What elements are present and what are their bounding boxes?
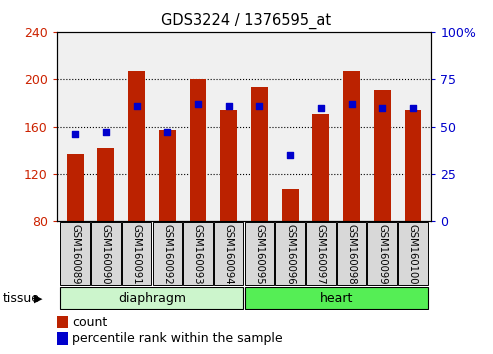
Text: GSM160100: GSM160100 bbox=[408, 224, 418, 284]
Bar bbox=[183, 222, 212, 285]
Text: GSM160097: GSM160097 bbox=[316, 224, 326, 285]
Bar bbox=[337, 222, 366, 285]
Bar bbox=[276, 222, 305, 285]
Text: GSM160094: GSM160094 bbox=[224, 224, 234, 284]
Point bbox=[317, 105, 325, 110]
Bar bbox=[67, 154, 84, 221]
Bar bbox=[159, 130, 176, 221]
Bar bbox=[122, 222, 151, 285]
Point bbox=[102, 130, 110, 135]
Text: percentile rank within the sample: percentile rank within the sample bbox=[72, 332, 283, 346]
Bar bbox=[98, 148, 114, 221]
Bar bbox=[367, 222, 397, 285]
Text: count: count bbox=[72, 315, 107, 329]
Text: GSM160098: GSM160098 bbox=[347, 224, 356, 284]
Bar bbox=[60, 222, 90, 285]
Point bbox=[133, 103, 141, 109]
Text: GSM160090: GSM160090 bbox=[101, 224, 111, 284]
Bar bbox=[282, 189, 299, 221]
Text: GSM160096: GSM160096 bbox=[285, 224, 295, 285]
Text: diaphragm: diaphragm bbox=[118, 292, 186, 305]
Text: GSM160091: GSM160091 bbox=[132, 224, 141, 285]
Text: tissue: tissue bbox=[2, 292, 39, 305]
Bar bbox=[398, 222, 428, 285]
Point bbox=[348, 101, 355, 107]
Bar bbox=[220, 110, 237, 221]
Bar bbox=[404, 110, 422, 221]
Bar bbox=[374, 90, 390, 221]
Bar bbox=[245, 222, 274, 285]
Point bbox=[194, 101, 202, 107]
Text: GSM160089: GSM160089 bbox=[70, 224, 80, 284]
Bar bbox=[57, 332, 68, 345]
Point bbox=[71, 131, 79, 137]
Text: GSM160093: GSM160093 bbox=[193, 224, 203, 284]
Text: GSM160095: GSM160095 bbox=[254, 224, 264, 285]
Bar bbox=[251, 87, 268, 221]
Bar bbox=[189, 79, 207, 221]
Bar bbox=[245, 287, 428, 309]
Text: heart: heart bbox=[319, 292, 353, 305]
Bar bbox=[214, 222, 244, 285]
Bar bbox=[306, 222, 336, 285]
Bar bbox=[57, 316, 68, 329]
Point bbox=[286, 152, 294, 158]
Text: GDS3224 / 1376595_at: GDS3224 / 1376595_at bbox=[161, 12, 332, 29]
Point bbox=[163, 130, 171, 135]
Point bbox=[255, 103, 263, 109]
Bar bbox=[313, 114, 329, 221]
Point bbox=[225, 103, 233, 109]
Point bbox=[409, 105, 417, 110]
Bar bbox=[128, 71, 145, 221]
Text: GSM160099: GSM160099 bbox=[377, 224, 387, 285]
Text: ▶: ▶ bbox=[34, 293, 42, 303]
Point bbox=[378, 105, 386, 110]
Bar bbox=[60, 287, 244, 309]
Bar bbox=[343, 71, 360, 221]
Bar bbox=[152, 222, 182, 285]
Bar bbox=[91, 222, 121, 285]
Text: GSM160092: GSM160092 bbox=[162, 224, 172, 285]
